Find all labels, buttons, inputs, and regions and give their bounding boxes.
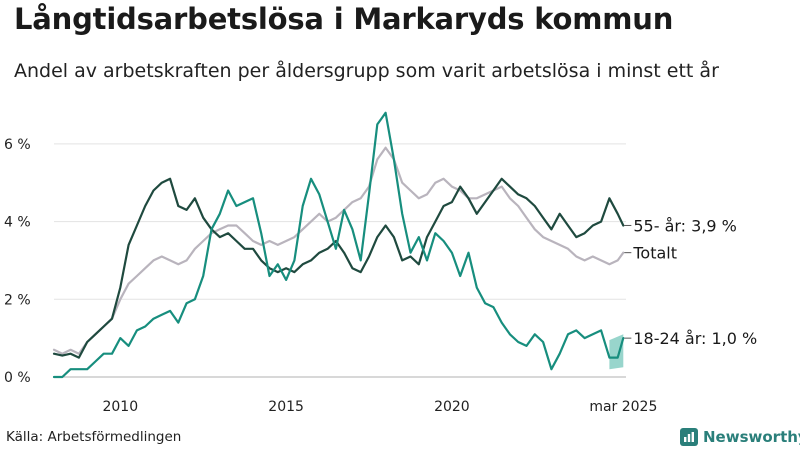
y-tick-label: 0 % [4, 370, 31, 386]
x-tick-label: mar 2025 [589, 399, 657, 415]
brand-name: Newsworthy [703, 428, 800, 446]
x-tick-label: 2015 [268, 399, 304, 415]
bar-chart-icon [680, 428, 698, 446]
source-note: Källa: Arbetsförmedlingen [6, 429, 182, 445]
uncertainty-band [609, 334, 624, 370]
series-line-totalt [52, 146, 625, 355]
chart-subtitle: Andel av arbetskraften per åldersgrupp s… [14, 60, 719, 82]
axis-tick-labels: 0 % 2 % 4 % 6 % 2010 2015 2020 mar 2025 [4, 137, 657, 415]
x-tick-label: 2020 [434, 399, 470, 415]
series-end-label: Totalt [632, 244, 677, 263]
series-end-labels: Totalt 55- år: 3,9 % 18-24 år: 1,0 % [624, 216, 757, 348]
series-lines [52, 111, 625, 379]
series-end-label: 55- år: 3,9 % [633, 216, 737, 235]
series-line-55-r [52, 177, 625, 359]
y-tick-label: 4 % [4, 215, 31, 231]
uncertainty-band-area [609, 334, 624, 370]
series-line-18-24-r [52, 111, 625, 379]
gridlines [54, 143, 626, 378]
x-tick-label: 2010 [102, 399, 138, 415]
series-end-label: 18-24 år: 1,0 % [633, 329, 757, 348]
y-tick-label: 6 % [4, 137, 31, 153]
y-tick-label: 2 % [4, 292, 31, 308]
chart-title: Långtidsarbetslösa i Markaryds kommun [14, 2, 674, 36]
newsworthy-logo[interactable]: Newsworthy [680, 426, 800, 448]
